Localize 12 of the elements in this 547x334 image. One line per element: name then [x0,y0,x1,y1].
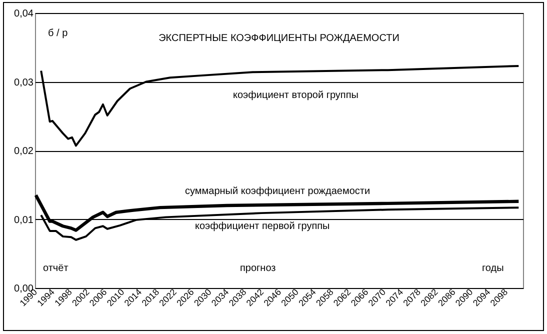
annotation: отчёт [43,263,69,274]
series-label: коэффициент первой группы [195,221,330,232]
y-tick-label: 0,02 [14,146,34,157]
y-tick-label: 0,03 [14,77,34,88]
x-axis-title: годы [482,263,504,274]
series-label: коэфициент второй группы [233,90,358,101]
y-tick-label: 0,01 [14,214,34,226]
y-tick-label: 0,04 [14,8,34,20]
y-axis-title: б / р [48,28,68,39]
text: ЭКСПЕРТНЫЕ КОЭФФИЦИЕНТЫ РОЖДАЕМОСТИ [158,33,400,44]
series-label: суммарный коэффициент рождаемости [185,186,370,197]
annotation: прогноз [240,263,276,274]
